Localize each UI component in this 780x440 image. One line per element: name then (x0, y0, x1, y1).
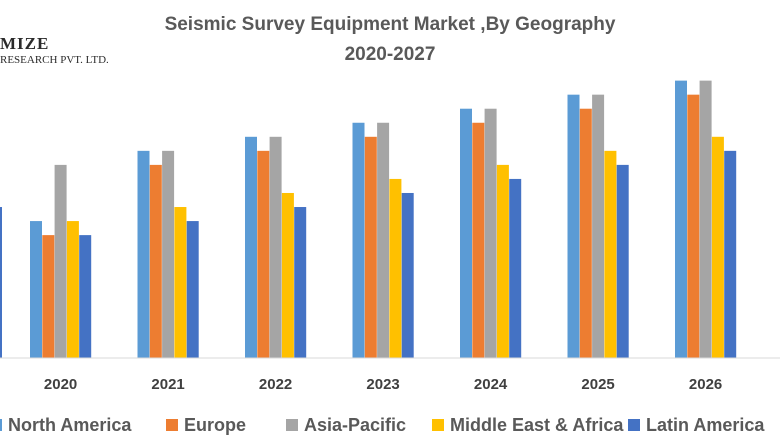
bar-north-america-2026 (675, 80, 687, 358)
bar-middle-east-africa-2026 (711, 136, 724, 358)
legend-label: Latin America (646, 415, 765, 435)
bar-middle-east-africa-2025 (604, 150, 617, 358)
bar-asia-pacific-2021 (162, 150, 175, 358)
x-tick-label-2023: 2023 (366, 376, 399, 393)
bar-partial-latin-america (0, 207, 2, 358)
bar-europe-2025 (579, 108, 592, 358)
bar-latin-america-2020 (79, 235, 92, 358)
bar-asia-pacific-2022 (269, 136, 282, 358)
chart-title: Seismic Survey Equipment Market ,By Geog… (164, 14, 616, 35)
chart-legend: North America Europe Asia-Pacific Middle Ea… (0, 410, 780, 440)
bar-latin-america-2026 (724, 150, 737, 358)
x-tick-label-2021: 2021 (151, 376, 184, 393)
chart-title-block: Seismic Survey Equipment Market ,By Geog… (70, 10, 710, 70)
bar-chart: 2020 2021 2022 2023 2024 2025 2026 (0, 80, 780, 393)
bar-middle-east-africa-2021 (174, 207, 187, 358)
bar-middle-east-africa-2020 (66, 221, 79, 358)
bar-europe-2024 (472, 122, 485, 358)
legend-label: North America (8, 415, 132, 435)
bar-north-america-2022 (245, 136, 257, 358)
bar-middle-east-africa-2023 (389, 178, 402, 358)
bar-north-america-2025 (567, 94, 580, 359)
bar-asia-pacific-2020 (54, 164, 67, 358)
bar-middle-east-africa-2022 (281, 192, 294, 358)
logo-name: MIZE (0, 34, 50, 53)
x-tick-label-2022: 2022 (259, 376, 292, 393)
chart-subtitle: 2020-2027 (344, 44, 436, 65)
bar-europe-2020 (42, 235, 55, 358)
bar-latin-america-2024 (509, 178, 522, 358)
bar-europe-2026 (687, 94, 700, 359)
legend-label: Europe (184, 415, 247, 435)
bar-latin-america-2025 (616, 164, 629, 358)
bar-asia-pacific-2024 (484, 108, 497, 358)
x-tick-label-2026: 2026 (689, 376, 722, 393)
legend-label: Asia-Pacific (304, 415, 407, 435)
bar-latin-america-2023 (401, 192, 414, 358)
legend-swatch (286, 419, 298, 431)
logo-subtitle: RESEARCH PVT. LTD. (0, 54, 109, 66)
bar-europe-2023 (364, 136, 377, 358)
bar-latin-america-2021 (186, 221, 199, 358)
bar-asia-pacific-2026 (699, 80, 712, 358)
bar-middle-east-africa-2024 (496, 164, 509, 358)
bar-north-america-2021 (137, 150, 150, 358)
legend-swatch (628, 419, 640, 431)
x-tick-label-2020: 2020 (44, 376, 77, 393)
legend-label: Middle East & Africa (450, 415, 624, 435)
legend-swatch (432, 419, 444, 431)
bar-north-america-2024 (460, 108, 472, 358)
legend-swatch (166, 419, 178, 431)
bar-asia-pacific-2023 (377, 122, 390, 358)
bar-latin-america-2022 (294, 207, 307, 358)
bar-asia-pacific-2025 (592, 94, 605, 359)
x-tick-label-2024: 2024 (474, 376, 508, 393)
legend-swatch (0, 419, 2, 431)
bar-north-america-2023 (352, 122, 365, 358)
bar-north-america-2020 (30, 221, 42, 358)
x-tick-label-2025: 2025 (581, 376, 614, 393)
bar-europe-2021 (149, 164, 162, 358)
bar-europe-2022 (257, 150, 270, 358)
